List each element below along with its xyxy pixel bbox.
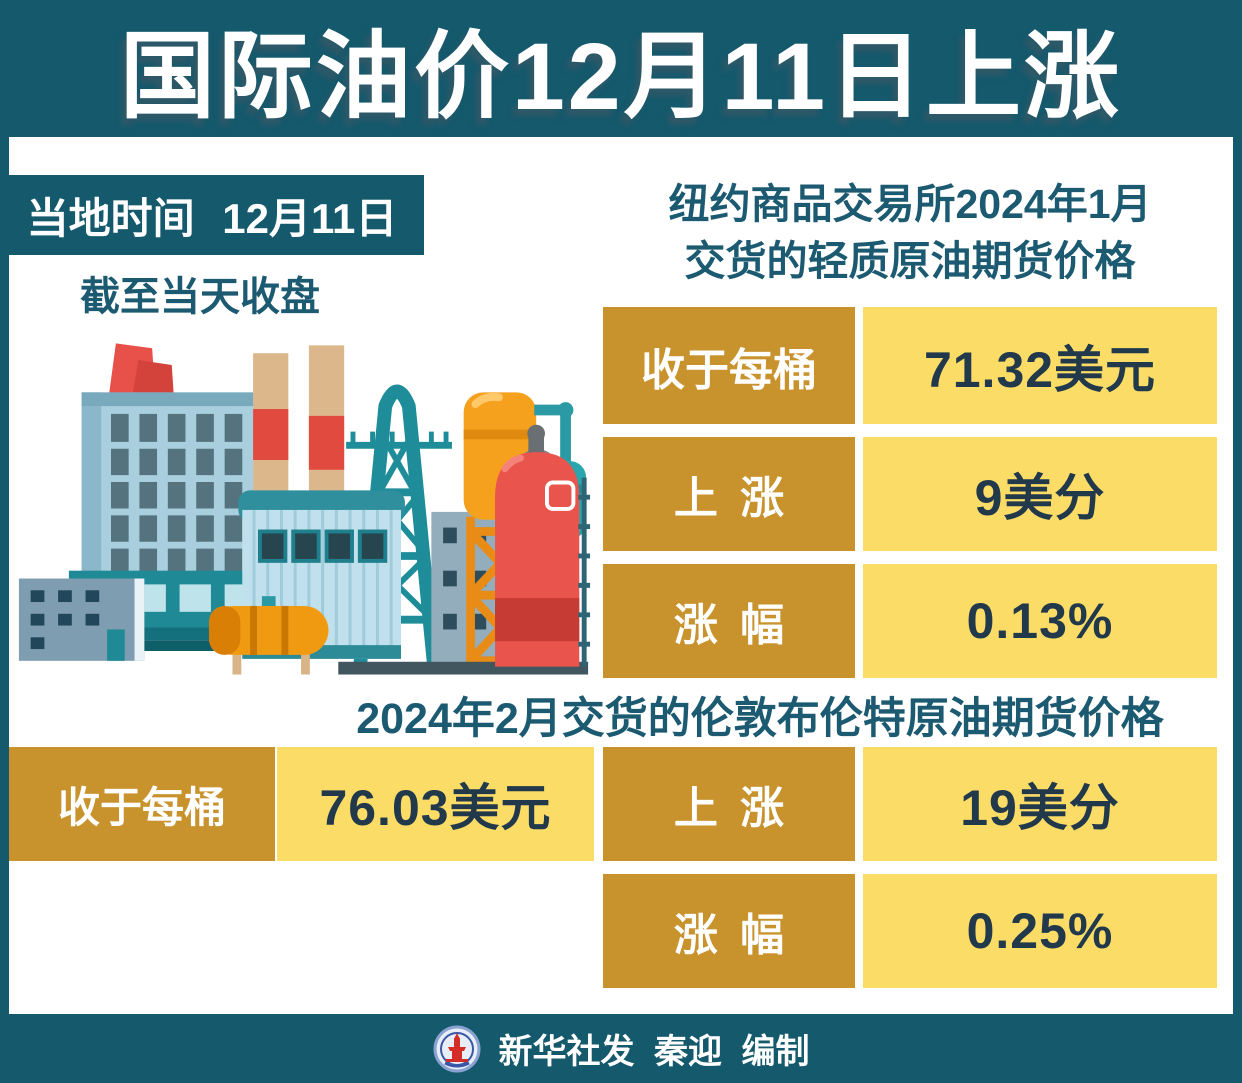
brent-pct-label: 涨 幅 <box>603 874 855 988</box>
brent-heading: 2024年2月交货的伦敦布伦特原油期货价格 <box>356 695 1164 743</box>
small-grey-building-icon <box>18 578 145 661</box>
horizontal-tank-icon <box>208 596 329 675</box>
nymex-change-value: 9美分 <box>863 437 1217 551</box>
nymex-heading: 纽约商品交易所2024年1月 交货的轻质原油期货价格 <box>603 176 1217 290</box>
footer-credit: 新华社发 秦迎 编制 <box>498 1033 810 1071</box>
brent-change-label: 上 涨 <box>603 747 855 861</box>
pipework-icon <box>534 402 574 473</box>
brent-close-label: 收于每桶 <box>9 747 275 861</box>
brent-change-value: 19美分 <box>863 747 1217 861</box>
local-date-box: 当地时间 12月11日 <box>0 175 424 255</box>
page-title: 国际油价12月11日上涨 <box>119 24 1123 130</box>
nymex-pct-value: 0.13% <box>863 564 1217 678</box>
nymex-close-value: 71.32美元 <box>863 307 1217 424</box>
nymex-heading-line2: 交货的轻质原油期货价格 <box>684 238 1136 284</box>
frame-border-left <box>0 0 9 1083</box>
nymex-change-label: 上 涨 <box>603 437 855 551</box>
title-band: 国际油价12月11日上涨 <box>0 0 1242 137</box>
close-note: 截至当天收盘 <box>80 275 320 319</box>
oil-refinery-illustration <box>18 343 591 675</box>
brent-close-value: 76.03美元 <box>277 747 594 861</box>
footer-band: 新华社发 秦迎 编制 <box>0 1014 1242 1083</box>
brent-pct-value: 0.25% <box>863 874 1217 988</box>
nymex-pct-label: 涨 幅 <box>603 564 855 678</box>
nymex-close-label: 收于每桶 <box>603 307 855 424</box>
red-tank-icon <box>495 452 591 667</box>
nymex-heading-line1: 纽约商品交易所2024年1月 <box>668 181 1152 227</box>
xinhua-logo-icon <box>433 1025 481 1072</box>
frame-border-right <box>1233 0 1242 1083</box>
